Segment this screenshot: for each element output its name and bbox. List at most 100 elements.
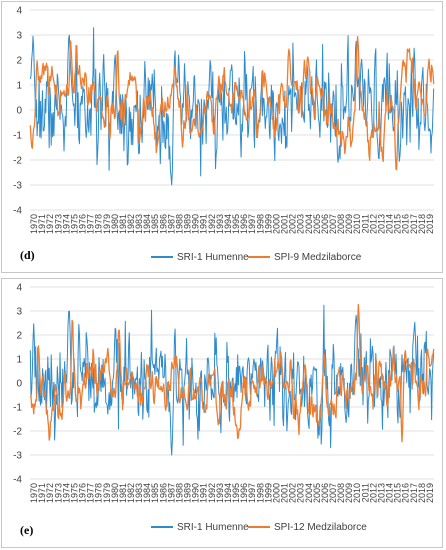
- chart-d-x-tick-label: 2019: [425, 214, 435, 234]
- chart-d-x-tick-label: 1993: [215, 214, 225, 234]
- chart-e-series-line-spi: [29, 303, 435, 443]
- chart-d-x-tick-label: 1972: [45, 214, 55, 234]
- chart-d-svg: 43210-1-2-3-4197019711972197319741975197…: [13, 6, 435, 264]
- chart-e-x-tick-label: 1984: [142, 483, 152, 503]
- chart-e-x-tick-label: 1979: [102, 483, 112, 503]
- chart-d-y-tick-label: -4: [13, 206, 22, 217]
- chart-d-legend-label-spi: SPI-9 Medzilaborce: [274, 252, 362, 263]
- chart-e-x-tick-label: 1991: [199, 483, 209, 503]
- chart-panel-e: 4 3 2 1 0 -1 -2 -3 -4 1970 1971 1972 1973 1974 1975 197…: [1, 278, 443, 548]
- chart-e-y-tick-label: -3: [13, 451, 22, 462]
- chart-e-x-tick-label: 2015: [393, 483, 403, 503]
- chart-e-x-tick-label: 2013: [377, 483, 387, 503]
- chart-e-x-tick-label: 1989: [183, 483, 193, 503]
- chart-e-x-tick-label: 1994: [223, 483, 233, 503]
- chart-e-x-tick-label: 1998: [255, 483, 265, 503]
- chart-e-x-tick-label: 2005: [312, 483, 322, 503]
- chart-e-y-tick-label: 0: [16, 379, 22, 390]
- chart-d-x-tick-label: 2007: [328, 214, 338, 234]
- chart-e-panel-label: (e): [20, 523, 33, 537]
- chart-d-x-tick-label: 1992: [207, 214, 217, 234]
- chart-e-y-tick-label: -4: [13, 475, 22, 486]
- chart-e-y-tick-label: 4: [16, 283, 22, 294]
- chart-e-x-tick-label: 1972: [45, 483, 55, 503]
- chart-e-x-tick-label: 2011: [360, 483, 370, 502]
- chart-d-x-tick-label: 1977: [86, 214, 96, 234]
- chart-e-x-tick-label: 2016: [401, 483, 411, 503]
- chart-d-x-tick-label: 1981: [118, 214, 128, 234]
- chart-e-x-tick-label: 1988: [175, 483, 185, 503]
- chart-d-x-tick-label: 1986: [158, 214, 168, 234]
- chart-d-x-tick-label: 2002: [288, 214, 298, 234]
- chart-d-x-tick-label: 2010: [352, 214, 362, 234]
- chart-d-y-tick-label: -3: [13, 181, 22, 192]
- chart-d-x-tick-label: 1985: [150, 214, 160, 234]
- chart-e-x-tick-label: 2018: [417, 483, 427, 503]
- chart-e-x-tick-label: 1974: [61, 483, 71, 503]
- chart-e-x-tick-label: 1978: [94, 483, 104, 503]
- chart-e-x-tick-label: 1995: [231, 483, 241, 503]
- chart-d-x-tick-label: 1988: [175, 214, 185, 234]
- chart-d-y-tick-label: 1: [16, 81, 22, 92]
- chart-d-x-tick-label: 2016: [401, 214, 411, 234]
- chart-e-legend-label-sri: SRI-1 Humenne: [177, 522, 249, 533]
- chart-d-x-tick-label: 1984: [142, 214, 152, 234]
- chart-d-x-tick-label: 1978: [94, 214, 104, 234]
- chart-d-x-tick-label: 1976: [78, 214, 88, 234]
- chart-e-x-tick-label: 1987: [166, 483, 176, 503]
- chart-e-x-tick-label: 2012: [368, 483, 378, 503]
- chart-e-x-tick-label: 2003: [296, 483, 306, 503]
- chart-e-x-tick-label: 1997: [247, 483, 257, 503]
- chart-e-x-tick-label: 1982: [126, 483, 136, 503]
- chart-d-series-line-spi: [29, 35, 435, 171]
- chart-d-y-tick-label: 2: [16, 56, 22, 67]
- chart-d-x-tick-label: 1983: [134, 214, 144, 234]
- chart-e-x-tick-label: 1977: [86, 483, 96, 503]
- chart-d-x-tick-label: 1970: [29, 214, 39, 234]
- chart-d-x-tick-label: 2013: [377, 214, 387, 234]
- chart-d-x-tick-label: 2014: [385, 214, 395, 234]
- chart-e-x-tick-label: 1975: [69, 483, 79, 503]
- chart-e-x-tick-label: 1970: [29, 483, 39, 503]
- chart-e-x-tick-label: 1980: [110, 483, 120, 503]
- chart-e-x-tick-label: 1976: [78, 483, 88, 503]
- chart-d-y-tick-label: 3: [16, 31, 22, 42]
- chart-d-x-tick-label: 1974: [61, 214, 71, 234]
- chart-d-y-tick-label: 4: [16, 6, 22, 17]
- chart-d-x-tick-label: 1982: [126, 214, 136, 234]
- chart-d-x-tick-label: 1975: [69, 214, 79, 234]
- chart-d-x-tick-label: 1997: [247, 214, 257, 234]
- chart-e-y-tick-label: -1: [13, 403, 22, 414]
- chart-d-x-tick-label: 2006: [320, 214, 330, 234]
- chart-d-x-tick-label: 1980: [110, 214, 120, 234]
- chart-e-x-tick-label: 1985: [150, 483, 160, 503]
- chart-e-legend-label-spi: SPI-12 Medzilaborce: [274, 522, 367, 533]
- chart-d-x-tick-label: 2018: [417, 214, 427, 234]
- chart-d-x-tick-label: 2009: [344, 214, 354, 234]
- chart-d-panel-label: (d): [20, 248, 35, 262]
- chart-e-y-tick-label: 2: [16, 331, 22, 342]
- chart-e-svg: 43210-1-2-3-4197019711972197319741975197…: [13, 283, 435, 538]
- chart-d-x-tick-label: 2003: [296, 214, 306, 234]
- chart-d-x-tick-label: 1971: [37, 214, 47, 234]
- chart-d-legend-label-sri: SRI-1 Humenne: [177, 252, 249, 263]
- chart-d-y-tick-label: -2: [13, 156, 22, 167]
- chart-d-x-tick-label: 2012: [368, 214, 378, 234]
- chart-e-x-tick-label: 2000: [271, 483, 281, 503]
- chart-e-x-tick-label: 2004: [304, 483, 314, 503]
- chart-d-x-tick-label: 2005: [312, 214, 322, 234]
- chart-d-x-tick-label: 1991: [199, 214, 209, 234]
- chart-d-x-tick-label: 1979: [102, 214, 112, 234]
- chart-e-x-tick-label: 1986: [158, 483, 168, 503]
- chart-e-series-line-sri: [29, 304, 435, 456]
- chart-e-x-tick-label: 1983: [134, 483, 144, 503]
- chart-e-x-tick-label: 1996: [239, 483, 249, 503]
- chart-d-x-tick-label: 1994: [223, 214, 233, 234]
- chart-d-x-tick-label: 1996: [239, 214, 249, 234]
- chart-e-x-tick-label: 1973: [53, 483, 63, 503]
- chart-panel-d: 4 3 2 1 0 -1 -2 -3 -4 1970 1971 1972 1973 1974 1975 197…: [1, 1, 443, 273]
- chart-e-y-tick-label: -2: [13, 427, 22, 438]
- chart-e-x-tick-label: 2009: [344, 483, 354, 503]
- chart-e-x-tick-label: 2001: [280, 483, 290, 503]
- chart-e-x-tick-label: 2019: [425, 483, 435, 503]
